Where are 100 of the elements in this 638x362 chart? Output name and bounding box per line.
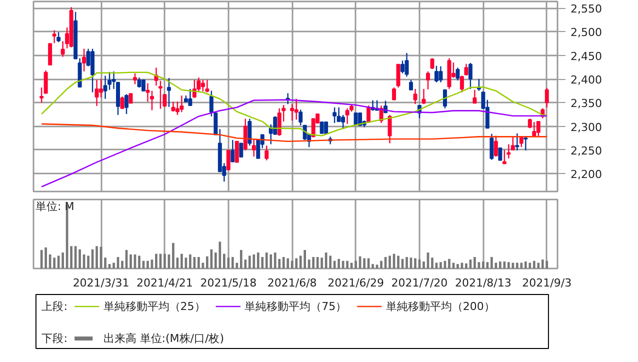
candlestick — [133, 72, 137, 85]
legend-label: 単純移動平均（25） — [103, 300, 206, 313]
candlestick — [166, 77, 171, 108]
legend-title: 上段: — [42, 300, 68, 313]
candlestick — [141, 79, 146, 92]
candlestick — [528, 118, 532, 129]
bar — [53, 258, 56, 268]
candlestick — [502, 149, 506, 165]
legend-label: 単純移動平均（75） — [244, 300, 347, 313]
candlestick — [506, 144, 511, 160]
x-tick-label: 2021/4/21 — [136, 276, 193, 290]
candlestick — [460, 75, 464, 93]
bar — [96, 246, 98, 268]
x-tick-label: 2021/9/3 — [522, 276, 572, 290]
candlestick — [434, 65, 438, 83]
candlestick — [120, 96, 124, 110]
candlestick — [515, 132, 520, 151]
candlestick — [48, 42, 52, 66]
bar — [440, 262, 442, 268]
candlestick — [230, 139, 235, 163]
candlestick — [248, 118, 252, 146]
bar — [218, 242, 222, 268]
candlestick — [188, 88, 192, 106]
bar — [155, 254, 158, 268]
bar — [256, 252, 260, 268]
candlestick — [298, 109, 303, 126]
x-tick-label: 2021/8/13 — [454, 276, 512, 290]
bar — [274, 252, 276, 268]
legend-title: 下段: — [42, 332, 68, 345]
candlestick — [94, 79, 99, 107]
bar — [87, 256, 90, 268]
bar — [537, 262, 540, 268]
candlestick — [413, 88, 418, 105]
y-tick-label: 2,350 — [570, 97, 602, 110]
bar — [397, 256, 400, 268]
candlestick — [277, 108, 282, 136]
candlestick — [52, 30, 56, 44]
x-tick-label: 2021/7/20 — [391, 276, 448, 290]
bar — [180, 254, 183, 268]
bar — [282, 257, 285, 268]
bar — [338, 258, 340, 268]
bar — [78, 249, 81, 268]
bar — [146, 260, 149, 268]
candlestick — [239, 142, 244, 158]
bar — [346, 260, 348, 268]
candlestick — [400, 60, 404, 74]
bar — [406, 257, 408, 268]
bar — [62, 252, 64, 268]
candlestick — [464, 63, 468, 76]
candlestick — [226, 150, 230, 170]
candlestick — [341, 114, 346, 130]
bar — [270, 254, 272, 268]
y-tick-label: 2,450 — [570, 50, 602, 63]
bar — [240, 250, 242, 268]
candlestick — [171, 101, 176, 112]
x-tick-label: 2021/6/29 — [328, 276, 384, 290]
bar — [104, 258, 106, 268]
bar — [499, 261, 502, 268]
candlestick — [294, 98, 298, 120]
candlestick — [290, 103, 294, 122]
bar — [172, 242, 174, 268]
candlestick — [494, 135, 498, 158]
bar — [541, 260, 544, 268]
candlestick — [536, 120, 540, 138]
candlestick — [146, 82, 150, 102]
candlestick — [345, 108, 350, 125]
line-series — [40, 99, 548, 188]
bar — [189, 254, 192, 268]
bar — [512, 262, 514, 268]
bar — [290, 260, 294, 268]
candlestick — [124, 94, 128, 115]
bar — [248, 256, 251, 268]
y-tick-label: 2,200 — [570, 168, 602, 182]
candlestick — [90, 48, 95, 93]
bar — [198, 257, 200, 268]
bar — [231, 257, 234, 268]
candlestick — [426, 70, 430, 90]
bar — [164, 254, 166, 268]
y-tick-label: 2,300 — [570, 120, 602, 134]
bar — [388, 256, 391, 268]
candlestick — [498, 148, 502, 161]
bar — [138, 256, 140, 268]
bar — [474, 257, 476, 268]
bar — [456, 264, 459, 268]
candlestick — [468, 62, 472, 90]
y-tick-label: 2,250 — [570, 144, 602, 158]
bar — [222, 254, 226, 268]
candlestick — [320, 122, 324, 134]
bar — [482, 261, 484, 268]
candlestick — [438, 66, 443, 83]
candlestick — [358, 112, 362, 126]
candlestick — [392, 86, 396, 101]
candlestick — [40, 86, 44, 104]
candlestick — [456, 67, 460, 82]
annotation: 単位: M — [36, 200, 74, 214]
bar — [414, 258, 416, 268]
bar — [44, 247, 47, 268]
bar — [465, 263, 468, 268]
candlestick — [56, 32, 61, 43]
candlestick — [44, 70, 48, 94]
